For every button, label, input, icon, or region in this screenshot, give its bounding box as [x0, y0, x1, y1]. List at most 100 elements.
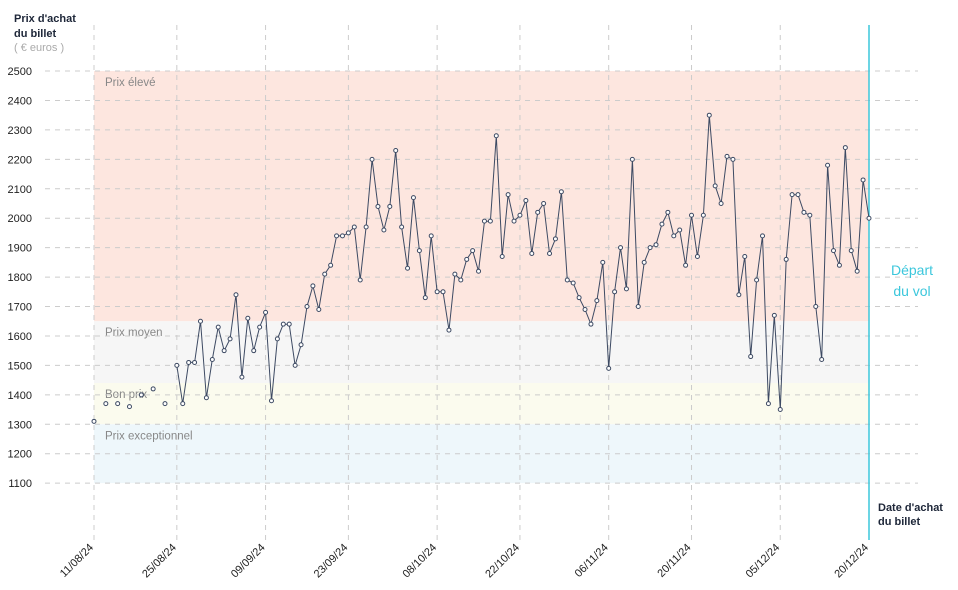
y-tick-label: 1700: [8, 302, 32, 314]
price-point: [422, 295, 428, 301]
x-tick-label: 20/12/24: [832, 542, 871, 581]
price-point: [351, 224, 357, 230]
price-point: [251, 348, 257, 354]
price-point: [783, 256, 789, 262]
band-label: Prix exceptionnel: [105, 430, 193, 442]
x-tick-label: 25/08/24: [140, 542, 179, 581]
price-point: [405, 265, 411, 271]
price-point: [203, 395, 209, 401]
y-tick-label: 2200: [8, 154, 32, 166]
x-tick-label: 22/10/24: [483, 542, 522, 581]
price-point: [671, 233, 677, 239]
price-point: [310, 283, 316, 289]
price-point: [588, 321, 594, 327]
price-point: [316, 306, 322, 312]
price-point: [570, 280, 576, 286]
price-point: [304, 304, 310, 310]
price-point: [239, 374, 245, 380]
x-tick-label: 23/09/24: [312, 542, 351, 581]
price-point: [694, 253, 700, 259]
price-point: [458, 277, 464, 283]
x-tick-label: 05/12/24: [744, 542, 783, 581]
price-point: [357, 277, 363, 283]
price-point: [825, 162, 831, 168]
band-label: Prix élevé: [105, 77, 156, 89]
y-axis-label: Prix d'achat: [14, 13, 76, 25]
price-point: [91, 418, 97, 424]
x-tick-label: 09/09/24: [229, 542, 268, 581]
y-tick-label: 2400: [8, 95, 32, 107]
price-point: [629, 156, 635, 162]
price-point: [493, 133, 499, 139]
y-tick-label: 1500: [8, 360, 32, 372]
price-point: [280, 321, 286, 327]
y-tick-label: 1900: [8, 243, 32, 255]
y-axis-label: du billet: [14, 28, 57, 40]
price-point: [150, 386, 156, 392]
y-tick-label: 1300: [8, 419, 32, 431]
price-point: [618, 245, 624, 251]
price-point: [434, 289, 440, 295]
price-point: [499, 253, 505, 259]
price-point: [186, 359, 192, 365]
price-point: [801, 209, 807, 215]
price-point: [215, 324, 221, 330]
price-point: [286, 321, 292, 327]
price-point: [760, 233, 766, 239]
price-point: [476, 268, 482, 274]
price-point: [576, 295, 582, 301]
price-point: [505, 192, 511, 198]
price-point: [416, 248, 422, 254]
y-axis-unit: ( € euros ): [14, 42, 64, 54]
price-point: [677, 227, 683, 233]
price-point: [789, 192, 795, 198]
price-point: [138, 392, 144, 398]
price-point: [582, 306, 588, 312]
price-point: [724, 153, 730, 159]
x-tick-label: 08/10/24: [400, 542, 439, 581]
price-point: [659, 221, 665, 227]
price-point: [706, 112, 712, 118]
y-tick-label: 2300: [8, 125, 32, 137]
price-band: [94, 424, 869, 484]
price-band: [94, 71, 869, 322]
price-point: [836, 262, 842, 268]
price-point: [848, 248, 854, 254]
price-point: [339, 233, 345, 239]
price-point: [197, 318, 203, 324]
price-point: [535, 209, 541, 215]
price-point: [547, 251, 553, 257]
price-point: [594, 298, 600, 304]
price-point: [653, 242, 659, 248]
price-point: [529, 251, 535, 257]
price-point: [410, 195, 416, 201]
price-point: [192, 359, 198, 365]
price-point: [819, 357, 825, 363]
y-tick-label: 1400: [8, 390, 32, 402]
price-point: [564, 277, 570, 283]
price-point: [487, 218, 493, 224]
price-point: [689, 212, 695, 218]
price-point: [174, 362, 180, 368]
y-tick-label: 2500: [8, 66, 32, 78]
price-point: [517, 212, 523, 218]
price-point: [233, 292, 239, 298]
price-point: [393, 148, 399, 154]
y-tick-label: 1100: [8, 478, 32, 490]
y-tick-label: 1800: [8, 272, 32, 284]
y-tick-label: 2100: [8, 184, 32, 196]
price-point: [647, 245, 653, 251]
x-tick-label: 11/08/24: [58, 542, 96, 580]
price-point: [209, 357, 215, 363]
price-point: [541, 200, 547, 206]
price-point: [842, 145, 848, 151]
price-point: [363, 224, 369, 230]
price-point: [221, 348, 227, 354]
price-point: [831, 248, 837, 254]
annotation: du vol: [893, 283, 930, 299]
price-point: [334, 233, 340, 239]
y-tick-label: 1600: [8, 331, 32, 343]
x-axis-label: du billet: [878, 516, 921, 528]
price-point: [606, 365, 612, 371]
